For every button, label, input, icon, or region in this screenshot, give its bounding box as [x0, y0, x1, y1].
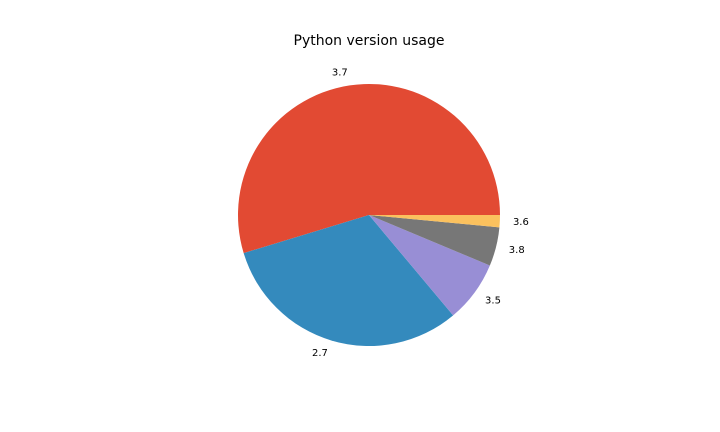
pie-slice	[369, 215, 490, 316]
slice-label: 3.8	[509, 245, 525, 256]
pie-slice	[369, 215, 500, 266]
pie-slice	[369, 215, 500, 228]
pie-slice	[238, 84, 501, 254]
slice-label: 2.7	[312, 348, 328, 359]
slice-label: 3.5	[485, 295, 501, 306]
slice-label: 3.7	[332, 67, 348, 78]
pie-slice	[243, 215, 454, 346]
slice-label: 3.6	[513, 217, 529, 228]
chart-title: Python version usage	[294, 33, 445, 49]
